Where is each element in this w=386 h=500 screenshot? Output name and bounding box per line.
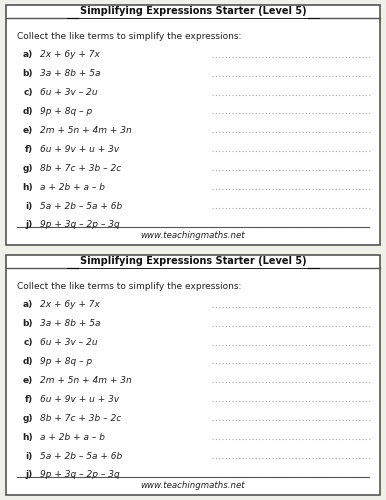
Text: j): j)	[25, 470, 33, 480]
Text: f): f)	[24, 145, 33, 154]
Text: 8b + 7c + 3b – 2c: 8b + 7c + 3b – 2c	[40, 414, 122, 422]
Text: c): c)	[23, 88, 33, 97]
Text: Collect the like terms to simplify the expressions:: Collect the like terms to simplify the e…	[17, 282, 242, 291]
Text: 6u + 3v – 2u: 6u + 3v – 2u	[40, 338, 98, 347]
Text: d): d)	[22, 357, 33, 366]
Text: c): c)	[23, 338, 33, 347]
Text: 5a + 2b – 5a + 6b: 5a + 2b – 5a + 6b	[40, 452, 122, 460]
Text: www.teachingmaths.net: www.teachingmaths.net	[141, 480, 245, 490]
Text: 2x + 6y + 7x: 2x + 6y + 7x	[40, 50, 100, 59]
Text: i): i)	[25, 202, 33, 210]
Text: h): h)	[22, 432, 33, 442]
Text: 2m + 5n + 4m + 3n: 2m + 5n + 4m + 3n	[40, 376, 132, 385]
Text: g): g)	[22, 164, 33, 172]
Text: 9p + 8q – p: 9p + 8q – p	[40, 107, 93, 116]
Text: 9p + 3q – 2p – 3q: 9p + 3q – 2p – 3q	[40, 470, 120, 480]
Text: j): j)	[25, 220, 33, 230]
Text: a + 2b + a – b: a + 2b + a – b	[40, 182, 105, 192]
Text: a): a)	[22, 300, 33, 310]
Text: i): i)	[25, 452, 33, 460]
Text: 3a + 8b + 5a: 3a + 8b + 5a	[40, 319, 101, 328]
Text: Simplifying Expressions Starter (Level 5): Simplifying Expressions Starter (Level 5…	[80, 256, 306, 266]
Text: f): f)	[24, 395, 33, 404]
Text: a + 2b + a – b: a + 2b + a – b	[40, 432, 105, 442]
Text: 9p + 3q – 2p – 3q: 9p + 3q – 2p – 3q	[40, 220, 120, 230]
Text: 9p + 8q – p: 9p + 8q – p	[40, 357, 93, 366]
Text: 6u + 9v + u + 3v: 6u + 9v + u + 3v	[40, 145, 120, 154]
FancyBboxPatch shape	[6, 5, 380, 246]
Text: h): h)	[22, 182, 33, 192]
FancyBboxPatch shape	[6, 255, 380, 496]
Text: a): a)	[22, 50, 33, 59]
Text: g): g)	[22, 414, 33, 422]
Text: e): e)	[22, 376, 33, 385]
Text: 6u + 3v – 2u: 6u + 3v – 2u	[40, 88, 98, 97]
Text: d): d)	[22, 107, 33, 116]
Text: 2x + 6y + 7x: 2x + 6y + 7x	[40, 300, 100, 310]
Text: www.teachingmaths.net: www.teachingmaths.net	[141, 230, 245, 239]
Text: 5a + 2b – 5a + 6b: 5a + 2b – 5a + 6b	[40, 202, 122, 210]
Text: b): b)	[22, 69, 33, 78]
Text: e): e)	[22, 126, 33, 135]
Text: b): b)	[22, 319, 33, 328]
Text: 3a + 8b + 5a: 3a + 8b + 5a	[40, 69, 101, 78]
Text: 6u + 9v + u + 3v: 6u + 9v + u + 3v	[40, 395, 120, 404]
Text: 2m + 5n + 4m + 3n: 2m + 5n + 4m + 3n	[40, 126, 132, 135]
Text: Collect the like terms to simplify the expressions:: Collect the like terms to simplify the e…	[17, 32, 242, 41]
Text: 8b + 7c + 3b – 2c: 8b + 7c + 3b – 2c	[40, 164, 122, 172]
Text: Simplifying Expressions Starter (Level 5): Simplifying Expressions Starter (Level 5…	[80, 6, 306, 16]
